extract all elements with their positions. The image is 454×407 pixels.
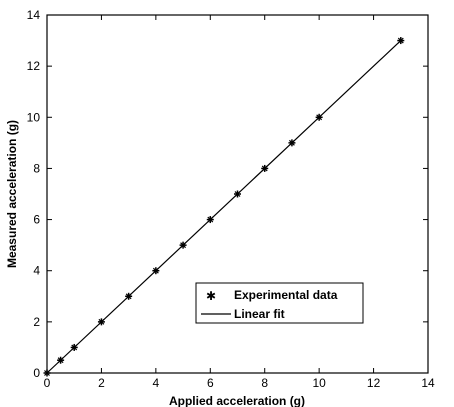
x-tick-label: 0 <box>44 376 51 390</box>
y-tick-label: 4 <box>33 264 40 278</box>
experimental-data-point <box>125 292 133 300</box>
y-tick-label: 2 <box>33 315 40 329</box>
experimental-data-point <box>43 369 51 377</box>
x-tick-label: 14 <box>421 376 435 390</box>
y-axis-ticks: 0 2 4 6 8 10 12 14 <box>27 8 428 380</box>
y-axis-label: Measured acceleration (g) <box>5 120 19 268</box>
y-tick-label: 12 <box>27 59 41 73</box>
x-tick-label: 6 <box>207 376 214 390</box>
legend-marker-experimental-data: ✱ <box>206 289 216 303</box>
y-tick-label: 6 <box>33 213 40 227</box>
experimental-data-point <box>397 37 405 45</box>
experimental-data-point <box>261 164 269 172</box>
legend-box <box>195 282 364 324</box>
experimental-data-point <box>288 139 296 147</box>
series-layer <box>43 37 405 377</box>
experimental-data-point <box>206 216 214 224</box>
y-tick-label: 8 <box>33 161 40 175</box>
experimental-data-point <box>97 318 105 326</box>
y-tick-label: 14 <box>27 8 41 22</box>
legend-label-linear-fit: Linear fit <box>234 307 285 321</box>
experimental-data-point <box>234 190 241 198</box>
x-tick-label: 10 <box>312 376 326 390</box>
experimental-data-point <box>70 343 78 351</box>
plot-frame <box>46 14 429 374</box>
experimental-data-point <box>315 113 323 121</box>
x-axis-ticks: 0 2 4 6 8 10 12 14 <box>44 15 435 390</box>
x-tick-label: 4 <box>153 376 160 390</box>
x-axis-label: Applied acceleration (g) <box>169 394 305 407</box>
legend: ✱ Experimental data Linear fit <box>195 282 364 324</box>
linear-fit-line <box>46 40 402 374</box>
x-tick-label: 12 <box>367 376 381 390</box>
experimental-data-point <box>57 356 65 364</box>
y-tick-label: 0 <box>33 366 40 380</box>
x-tick-label: 8 <box>261 376 268 390</box>
experimental-data-point <box>179 241 187 249</box>
x-tick-label: 2 <box>98 376 105 390</box>
y-tick-label: 10 <box>27 110 41 124</box>
legend-label-experimental-data: Experimental data <box>234 288 338 302</box>
experimental-data-point <box>152 267 160 275</box>
